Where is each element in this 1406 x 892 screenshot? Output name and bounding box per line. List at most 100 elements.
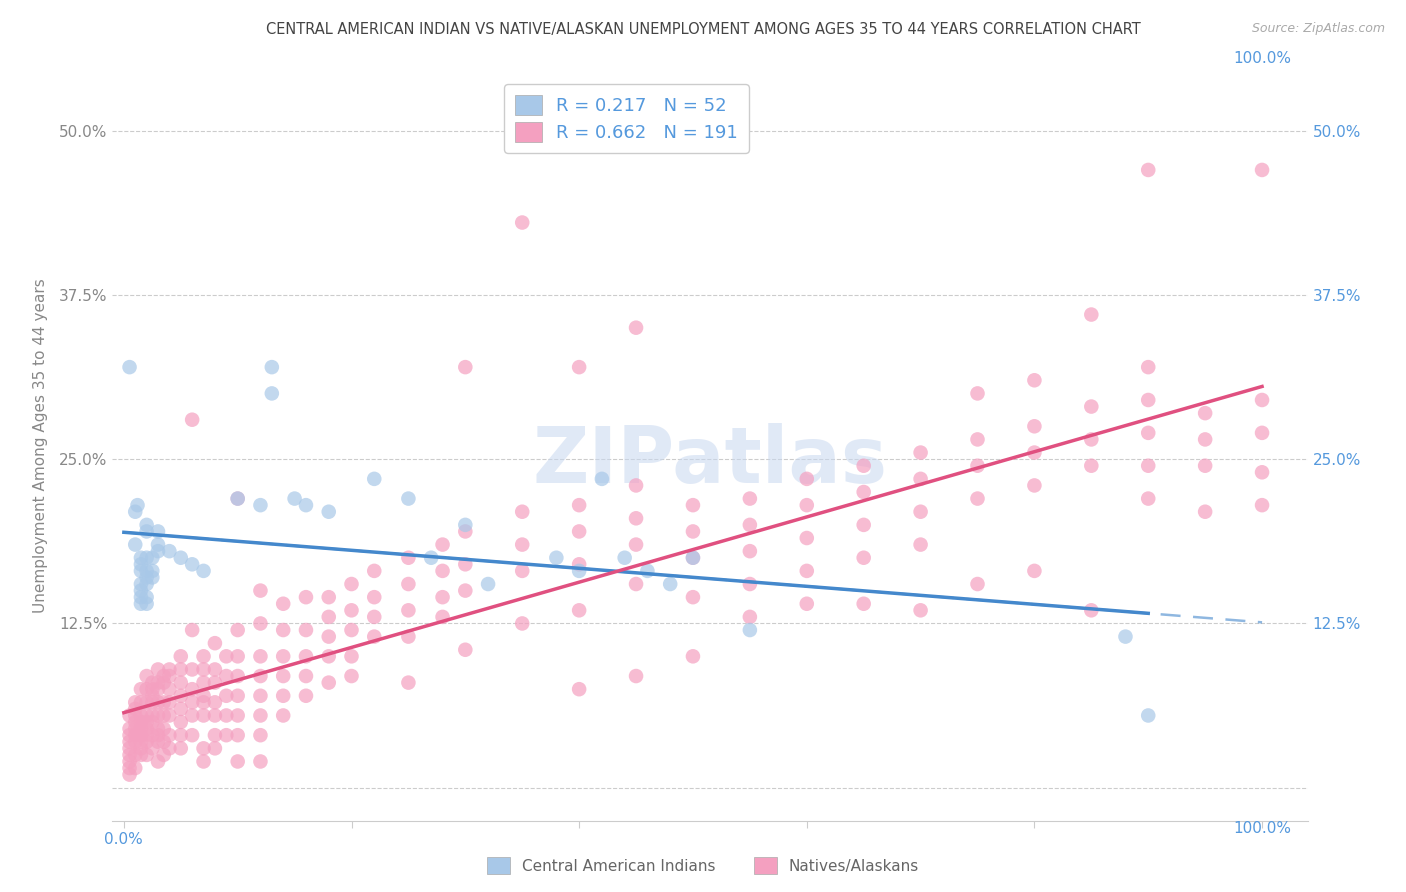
Point [170,702,193,716]
Point [568,498,591,512]
Point [271,669,294,683]
Point [181,413,204,427]
Point [181,682,204,697]
Point [340,623,363,637]
Point [1137,491,1160,506]
Point [1251,425,1274,440]
Point [340,649,363,664]
Point [682,590,704,604]
Point [124,728,146,742]
Point [910,538,932,552]
Point [118,755,141,769]
Point [204,675,226,690]
Point [1080,433,1102,447]
Y-axis label: Unemployment Among Ages 35 to 44 years: Unemployment Among Ages 35 to 44 years [32,278,48,614]
Point [124,695,146,709]
Point [181,558,204,572]
Point [1024,445,1046,459]
Point [1024,373,1046,387]
Point [432,564,454,578]
Point [157,695,180,709]
Point [146,538,169,552]
Point [135,570,157,584]
Point [682,498,704,512]
Point [1251,498,1274,512]
Point [295,498,318,512]
Point [454,642,477,657]
Point [852,597,875,611]
Point [1080,603,1102,617]
Point [260,360,283,375]
Point [738,517,761,532]
Point [141,550,163,565]
Point [1137,163,1160,178]
Point [181,728,204,742]
Point [852,517,875,532]
Point [1080,458,1102,473]
Point [146,695,169,709]
Point [129,735,152,749]
Point [129,597,152,611]
Point [396,603,419,617]
Point [193,564,215,578]
Point [966,458,988,473]
Point [129,741,152,756]
Point [624,320,647,334]
Point [363,630,385,644]
Point [260,386,283,401]
Point [910,472,932,486]
Point [215,728,238,742]
Point [141,570,163,584]
Point [135,682,157,697]
Point [152,708,174,723]
Point [118,767,141,781]
Point [966,577,988,591]
Point [1137,458,1160,473]
Point [129,583,152,598]
Point [591,472,613,486]
Point [135,747,157,762]
Point [193,675,215,690]
Point [129,564,152,578]
Point [226,708,249,723]
Point [204,728,226,742]
Point [738,544,761,558]
Point [181,695,204,709]
Point [249,728,271,742]
Point [141,741,163,756]
Point [141,695,163,709]
Point [193,708,215,723]
Point [852,550,875,565]
Point [1251,163,1274,178]
Point [135,669,157,683]
Point [157,708,180,723]
Point [1194,505,1216,519]
Point [910,603,932,617]
Point [1137,360,1160,375]
Point [146,544,169,558]
Point [568,603,591,617]
Point [271,649,294,664]
Point [124,702,146,716]
Point [135,590,157,604]
Point [124,708,146,723]
Point [152,669,174,683]
Point [432,610,454,624]
Point [141,675,163,690]
Point [124,538,146,552]
Point [636,564,658,578]
Point [1251,465,1274,479]
Point [510,505,533,519]
Point [295,649,318,664]
Point [129,722,152,736]
Point [226,728,249,742]
Point [193,755,215,769]
Point [738,491,761,506]
Point [318,675,340,690]
Point [193,689,215,703]
Point [1137,425,1160,440]
Point [432,590,454,604]
Point [118,761,141,775]
Point [910,445,932,459]
Point [1194,458,1216,473]
